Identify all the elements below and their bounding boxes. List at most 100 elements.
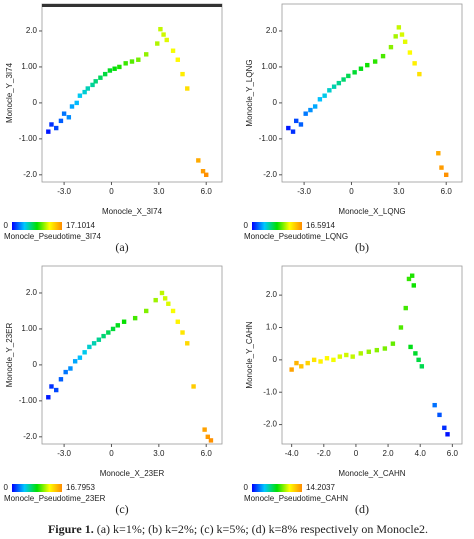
point [289,367,294,372]
point [374,347,380,353]
point [162,296,168,301]
point [132,315,138,321]
y-axis-label: Monocle_Y_CAHN [245,321,254,388]
frame-top [42,4,222,7]
point [393,34,398,39]
y-tick-label: 2.0 [266,26,278,35]
colorbar-tick-label: 0 [4,483,9,492]
point [294,118,299,124]
point [396,25,402,30]
figure-caption: Figure 1. (a) k=1%; (b) k=2%; (c) k=5%; … [48,522,428,536]
point [365,62,370,68]
panel-caption: (c) [115,502,128,516]
x-tick-label: 6.0 [441,187,453,196]
point [286,125,291,131]
point [324,356,330,361]
plot-frame [41,265,223,445]
point [144,52,149,57]
y-tick-label: 0 [33,98,38,107]
point [312,104,318,109]
y-tick-label: 2.0 [266,290,278,299]
point [90,82,95,88]
point [419,364,425,369]
point [68,366,73,371]
point [202,427,207,432]
panel: 2.0 1.0 0 -1.0 -2.0 -4.0 -2.0 0 2.0 4.0 6.0 Monocle… [244,265,463,516]
x-tick-label: -3.0 [57,187,71,196]
point [398,325,404,330]
point [54,125,59,131]
colorbar-tick-label: 17.1014 [66,221,95,230]
panel: 2.0 1.00 0 -1.00 -2.0 -3.0 0 3.0 6.0 Monocle_X_3I… [4,3,223,254]
y-tick-label: 2.0 [26,288,38,297]
y-tick-label: -2.0 [23,432,37,441]
point [82,350,87,355]
colorbar-tick-label: 16.7953 [66,483,95,492]
point [166,301,171,306]
point [432,402,437,408]
y-tick-label: -1.00 [259,134,278,143]
point [208,438,214,443]
panel: 2.0 1.00 0 -1.00 -2.0 -3.0 0 3.0 6.0 Monocle_X_23… [4,265,223,516]
point [416,357,421,363]
y-tick-label: -1.00 [19,396,38,405]
point [411,283,416,288]
point [101,333,106,339]
point [317,97,323,102]
point [77,355,83,360]
point [344,352,349,358]
point [303,111,308,116]
colorbar-label: Monocle_Pseudotime_CAHN [244,494,348,503]
point [350,354,355,359]
y-tick-label: 0 [33,360,38,369]
colorbar [252,222,302,230]
x-tick-label: -3.0 [57,449,71,458]
y-tick-label: 0 [273,355,278,364]
caption-label: Figure 1. [48,522,94,536]
y-axis-label: Monocle_Y_3I74 [5,62,14,123]
point [327,88,332,93]
point [144,308,149,314]
panel-caption: (b) [355,240,369,254]
point [372,59,378,64]
point [200,169,206,174]
point [352,70,357,75]
panel-caption: (d) [355,502,369,516]
x-tick-label: 3.0 [153,187,165,196]
point [121,319,127,324]
point [294,360,299,366]
y-tick-label: 1.00 [21,324,37,333]
point [346,73,351,79]
point [115,323,120,328]
y-tick-label: 2.0 [26,26,38,35]
point [305,360,310,366]
colorbar-label: Monocle_Pseudotime_LQNG [244,232,348,241]
point [290,129,296,134]
point [123,61,128,66]
point [170,48,176,53]
point [413,351,418,356]
point [336,80,342,86]
x-axis-label: Monocle_X_CAHN [338,469,405,478]
point [341,77,346,82]
y-tick-label: 1.00 [21,62,37,71]
point [322,93,327,98]
x-tick-label: 6.0 [201,449,213,458]
point [403,305,408,311]
point [96,337,102,342]
y-tick-label: 1.0 [266,323,278,332]
point [436,151,441,156]
point [85,86,90,91]
point [155,41,160,46]
point [175,319,180,324]
x-tick-label: 0 [109,449,114,458]
x-axis-label: Monocle_X_3I74 [102,207,163,216]
point [49,122,54,127]
y-axis-label: Monocle_Y_LQNG [245,59,254,126]
point [58,118,64,124]
point [158,26,163,32]
point [112,66,117,71]
point [180,71,185,77]
point [93,79,98,84]
point [358,351,363,356]
